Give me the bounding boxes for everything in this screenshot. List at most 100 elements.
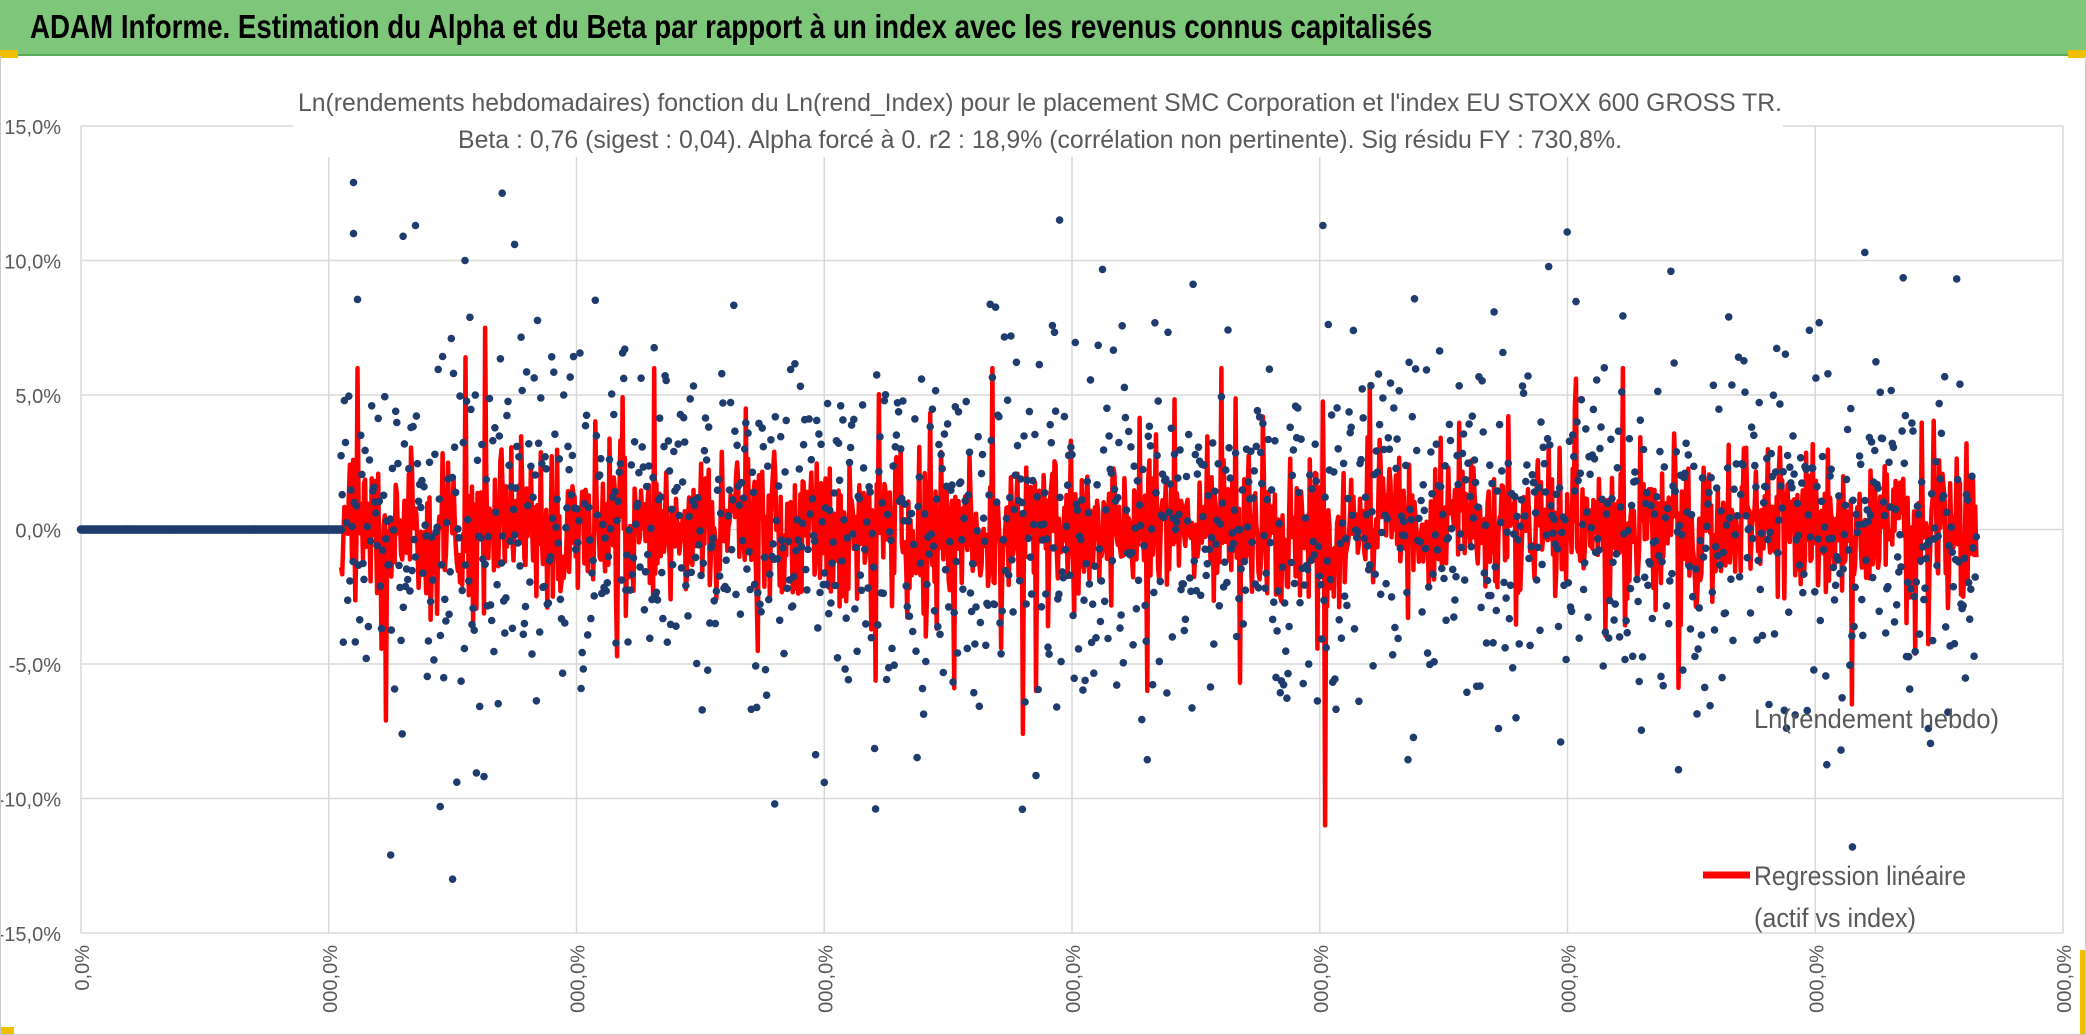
scatter-point <box>1033 493 1041 501</box>
scatter-point <box>690 501 699 510</box>
scatter-point <box>511 484 520 492</box>
scatter-point <box>820 569 829 577</box>
scatter-point <box>1719 548 1727 557</box>
scatter-point <box>1352 533 1361 542</box>
scatter-point <box>730 301 738 310</box>
scatter-point <box>1634 597 1642 606</box>
scatter-point <box>958 535 966 544</box>
scatter-point <box>1204 491 1213 500</box>
scatter-point <box>1423 649 1432 657</box>
scatter-point <box>1205 545 1214 554</box>
scatter-point <box>936 630 944 639</box>
scatter-point <box>1476 682 1484 690</box>
scatter-point <box>828 559 836 567</box>
scatter-point <box>1829 563 1838 572</box>
scatter-point <box>1684 451 1693 459</box>
scatter-point <box>1092 634 1100 642</box>
scatter-point <box>1109 346 1118 355</box>
scatter-point <box>835 476 844 485</box>
scatter-point <box>1603 499 1612 508</box>
scatter-point <box>1580 559 1589 567</box>
scatter-point <box>1154 397 1162 405</box>
scatter-point <box>1424 583 1433 591</box>
scatter-point <box>1297 435 1305 444</box>
scatter-point <box>871 805 880 813</box>
scatter-point <box>736 610 745 618</box>
scatter-point <box>746 585 754 594</box>
scatter-point <box>605 455 614 464</box>
scatter-point <box>1892 601 1901 609</box>
scatter-point <box>593 511 602 519</box>
scatter-point <box>1429 570 1437 578</box>
scatter-point <box>352 501 361 510</box>
scatter-point <box>1117 611 1125 619</box>
scatter-point <box>1651 537 1660 545</box>
scatter-point <box>457 677 465 685</box>
chart-title-block: Ln(rendements hebdomadaires) fonction du… <box>293 83 1783 157</box>
scatter-point <box>1375 420 1384 429</box>
scatter-point <box>818 517 826 526</box>
scatter-point <box>1933 561 1941 570</box>
scatter-point <box>414 497 423 506</box>
scatter-point <box>1045 650 1053 658</box>
scatter-point <box>1084 509 1093 517</box>
scatter-point <box>1406 505 1414 514</box>
scatter-point <box>1848 632 1856 640</box>
scatter-point <box>1835 492 1843 500</box>
scatter-point <box>1747 423 1756 432</box>
scatter-point <box>1604 634 1613 642</box>
scatter-point <box>928 405 937 414</box>
scatter-point <box>1898 427 1906 435</box>
scatter-point <box>1880 511 1889 520</box>
scatter-point <box>711 619 720 628</box>
scatter-point <box>535 628 544 636</box>
scatter-point <box>1309 537 1317 546</box>
scatter-point <box>1071 338 1080 347</box>
scatter-point <box>1412 446 1421 455</box>
scatter-point <box>399 232 407 241</box>
scatter-point <box>888 644 896 653</box>
scatter-point <box>413 459 422 468</box>
scatter-point <box>761 665 770 674</box>
scatter-point <box>1391 623 1399 632</box>
scatter-point <box>1517 496 1526 504</box>
scatter-point <box>769 540 777 548</box>
scatter-point <box>723 585 732 594</box>
scatter-point <box>1431 531 1439 539</box>
scatter-point <box>529 493 537 502</box>
scatter-point <box>1948 548 1957 556</box>
scatter-point <box>930 607 939 615</box>
scatter-point <box>710 597 718 605</box>
scatter-point <box>766 570 774 579</box>
scatter-point <box>341 438 350 447</box>
scatter-point <box>1465 420 1473 428</box>
scatter-point <box>1762 483 1770 491</box>
scatter-point <box>1866 511 1875 519</box>
scatter-point <box>498 532 507 540</box>
scatter-point <box>640 606 649 614</box>
scatter-point <box>880 396 889 405</box>
scatter-point <box>537 394 545 402</box>
scatter-point <box>1355 697 1363 706</box>
scatter-point <box>462 397 471 406</box>
scatter-point <box>982 641 990 650</box>
scatter-point <box>624 638 632 646</box>
scatter-point <box>1059 573 1068 582</box>
scatter-points-layer <box>76 178 1981 883</box>
scatter-point <box>737 478 746 487</box>
scatter-point <box>1034 685 1042 694</box>
scatter-point <box>1755 398 1763 407</box>
scatter-point <box>1636 416 1645 425</box>
scatter-point <box>762 691 771 699</box>
scatter-point <box>950 608 958 617</box>
scatter-point <box>914 502 922 511</box>
scatter-point <box>1396 544 1405 552</box>
scatter-point <box>1363 542 1372 550</box>
scatter-point <box>1433 546 1442 554</box>
scatter-point <box>1031 430 1039 439</box>
scatter-point <box>1451 596 1459 604</box>
scatter-point <box>749 488 758 497</box>
scatter-point <box>1253 406 1262 415</box>
scatter-point <box>856 571 865 579</box>
scatter-point <box>959 585 967 593</box>
